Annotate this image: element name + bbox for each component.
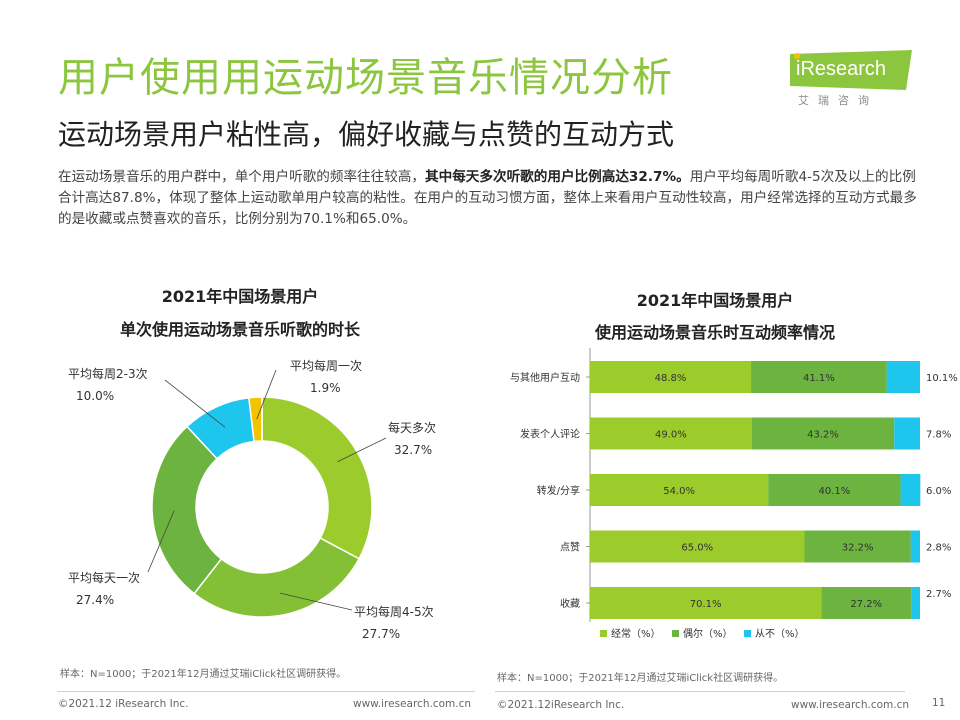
intro-text-bold: 其中每天多次听歌的用户比例高达32.7%。 <box>425 169 690 185</box>
legend-label: 经常（%） <box>611 627 661 640</box>
data-label: 41.1% <box>803 373 835 384</box>
bar-segment <box>590 587 822 619</box>
footer-copyright-right: ©2021.12iResearch Inc. <box>497 699 625 711</box>
leader-line <box>280 592 353 611</box>
footer-url-right[interactable]: www.iresearch.com.cn <box>791 699 910 711</box>
page-subtitle: 运动场景用户粘性高，偏好收藏与点赞的互动方式 <box>58 118 675 151</box>
bar-segment <box>751 361 887 393</box>
legend-label: 从不（%） <box>755 628 805 640</box>
bar-segment <box>900 474 921 506</box>
data-label: 70.1% <box>690 599 722 610</box>
slice-value-label: 1.9% <box>310 381 341 395</box>
data-label: 10.1% <box>926 373 958 384</box>
slice-label: 平均每周4-5次 <box>354 604 434 619</box>
slice-value-label: 27.4% <box>76 593 114 607</box>
category-label: 点赞 <box>560 541 580 554</box>
logo-badge <box>790 50 912 90</box>
footer-divider-right <box>495 691 905 692</box>
bar-segment <box>590 530 805 563</box>
leader-line <box>256 369 277 420</box>
page-number: 11 <box>932 697 946 709</box>
slice-label: 平均每天一次 <box>68 570 140 585</box>
data-label: 65.0% <box>681 543 713 554</box>
data-label: 54.0% <box>663 486 695 497</box>
slice-value-label: 32.7% <box>394 443 432 457</box>
category-label: 发表个人评论 <box>520 428 580 441</box>
category-label: 收藏 <box>560 597 580 610</box>
leader-line <box>337 437 387 463</box>
data-label: 27.2% <box>850 599 882 610</box>
donut-slice <box>151 425 223 595</box>
data-label: 2.7% <box>926 589 951 600</box>
data-label: 40.1% <box>818 486 850 497</box>
right-chart-title-2: 使用运动场景音乐时互动频率情况 <box>594 323 835 342</box>
slice-value-label: 27.7% <box>362 627 400 641</box>
data-label: 6.0% <box>926 486 951 497</box>
footer-copyright-left: ©2021.12 iResearch Inc. <box>58 698 189 710</box>
donut-chart: 每天多次 32.7% 平均每周4-5次 27.7% 平均每天一次 27.4% 平均每周2-3… <box>68 358 436 641</box>
donut-slice <box>193 537 361 618</box>
slice-label: 平均每周2-3次 <box>68 366 148 381</box>
leader-line <box>147 510 175 573</box>
logo-name: iResearch <box>796 58 887 80</box>
data-label: 2.8% <box>926 543 951 554</box>
stacked-bar-chart: 与其他用户互动 48.8% 41.1% 10.1% 发表个人评论 49.0% 43.2% 7.… <box>510 348 958 640</box>
page-title: 用户使用用运动场景音乐情况分析 <box>58 55 673 101</box>
data-label: 43.2% <box>807 430 839 441</box>
left-chart-title-2: 单次使用运动场景音乐听歌的时长 <box>119 320 360 339</box>
bar-segment <box>910 530 920 563</box>
slice-value-label: 10.0% <box>76 389 114 403</box>
leader-line <box>164 379 226 428</box>
left-chart-title-1: 2021年中国场景用户 <box>161 287 319 306</box>
bar-segment <box>894 417 920 450</box>
data-label: 48.8% <box>655 373 687 384</box>
data-label: 7.8% <box>926 430 951 441</box>
slice-label: 每天多次 <box>388 420 436 435</box>
logo-subtitle: 艾瑞咨询 <box>798 94 878 107</box>
bar-segment <box>886 361 920 393</box>
right-chart-note: 样本：N=1000；于2021年12月通过艾瑞iClick社区调研获得。 <box>497 673 784 684</box>
bar-segment <box>590 474 769 506</box>
intro-text-1: 在运动场景音乐的用户群中，单个用户听歌的频率往往较高， <box>58 169 426 185</box>
intro-paragraph: 在运动场景音乐的用户群中，单个用户听歌的频率往往较高，其中每天多次听歌的用户比例… <box>58 167 918 230</box>
bar-segment <box>590 361 752 393</box>
legend-swatch <box>672 630 679 637</box>
bar-segment <box>768 474 901 506</box>
donut-slice <box>261 396 373 560</box>
bar-segment <box>804 530 911 563</box>
slice-label: 平均每周一次 <box>290 358 362 373</box>
footer-divider-left <box>57 691 475 692</box>
bar-segment <box>911 587 920 619</box>
iresearch-logo: iResearch 艾瑞咨询 <box>790 50 920 110</box>
bar-segment <box>590 417 752 450</box>
category-label: 转发/分享 <box>537 484 580 497</box>
bar-segment <box>751 417 895 450</box>
donut-slice <box>248 396 263 443</box>
legend-swatch <box>600 630 607 637</box>
bar-segment <box>821 587 912 619</box>
intro-text-2: 用户平均每周听歌4-5次及以上的比例合计高达87.8%，体现了整体上运动歌单用户… <box>58 169 917 227</box>
data-label: 49.0% <box>655 430 687 441</box>
left-chart-note: 样本：N=1000；于2021年12月通过艾瑞iClick社区调研获得。 <box>60 669 347 680</box>
legend-swatch <box>744 630 751 637</box>
footer-url-left[interactable]: www.iresearch.com.cn <box>353 698 472 710</box>
legend-label: 偶尔（%） <box>683 627 733 640</box>
category-label: 与其他用户互动 <box>510 371 580 384</box>
data-label: 32.2% <box>842 543 874 554</box>
right-chart-title-1: 2021年中国场景用户 <box>636 291 794 310</box>
